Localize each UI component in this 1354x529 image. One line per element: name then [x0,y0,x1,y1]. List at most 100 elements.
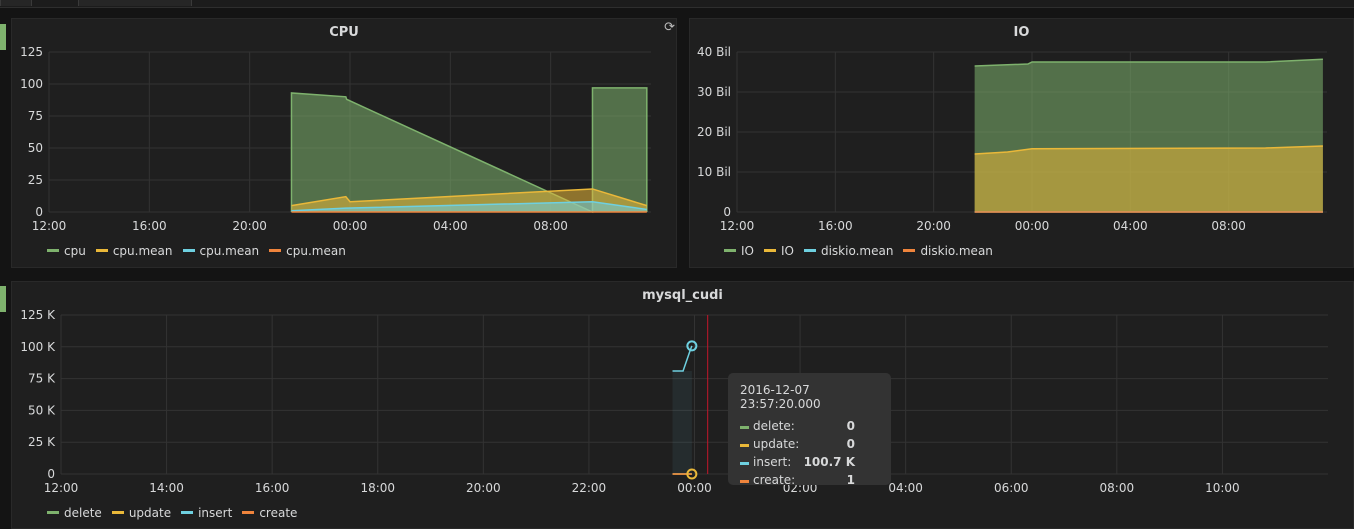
x-tick-label: 20:00 [916,219,951,233]
legend-swatch [763,249,776,252]
series-line [291,201,647,212]
legend-label: IO [741,244,754,258]
legend-item[interactable]: delete [47,506,102,520]
cpu-legend: cpu cpu.mean cpu.mean cpu.mean [47,244,356,258]
tooltip-row: delete: 0 [740,419,879,437]
row-collapse-handle[interactable] [0,286,6,312]
tooltip-row: create: 1 [740,473,879,491]
legend-label: insert [198,506,233,520]
x-tick-label: 16:00 [132,219,167,233]
x-tick-label: 08:00 [1100,481,1135,495]
legend-swatch [95,249,108,252]
y-tick-label: 100 K [20,340,56,354]
tooltip-swatch [740,480,749,483]
legend-item[interactable]: diskio.mean [803,244,893,258]
series-area [291,87,647,212]
x-tick-label: 14:00 [149,481,184,495]
x-tick-label: 16:00 [818,219,853,233]
y-tick-label: 0 [35,205,43,219]
tooltip-swatch [740,444,749,447]
tooltip-label: insert: [753,455,792,469]
x-tick-label: 10:00 [1205,481,1240,495]
legend-item[interactable]: diskio.mean [903,244,993,258]
hover-tooltip: 2016-12-07 23:57:20.000 delete: 0 update: 0… [728,373,891,487]
tooltip-value: 0 [846,419,855,433]
legend-label: cpu.mean [112,244,173,258]
y-tick-label: 75 K [28,372,56,386]
legend-item[interactable]: create [242,506,297,520]
x-tick-label: 22:00 [572,481,607,495]
mysql-chart: 0 25 K 50 K 75 K 100 K 125 K 12:00 14:00 16:00 18… [20,308,1328,495]
legend-label: diskio.mean [920,244,993,258]
y-tick-label: 25 [28,173,43,187]
mysql-legend: delete update insert create [47,506,307,520]
x-tick-label: 12:00 [720,219,755,233]
legend-label: cpu.mean [199,244,260,258]
x-tick-label: 00:00 [677,481,712,495]
legend-item[interactable]: IO [724,244,754,258]
tooltip-label: delete: [753,419,795,433]
panel-title[interactable]: IO [1013,25,1030,40]
y-tick-label: 0 [47,467,55,481]
series-line [974,58,1323,67]
y-tick-label: 125 K [20,308,56,322]
hover-band [672,370,692,474]
legend-item[interactable]: cpu.mean [95,244,173,258]
y-tick-label: 125 [20,45,43,59]
y-tick-label: 20 Bil [697,125,731,139]
x-tick-label: 08:00 [1211,219,1246,233]
y-tick-label: 30 Bil [697,85,731,99]
tooltip-row: update: 0 [740,437,879,455]
y-tick-label: 0 [723,205,731,219]
legend-label: delete [64,506,102,520]
legend-item[interactable]: insert [181,506,232,520]
x-tick-label: 16:00 [255,481,290,495]
x-tick-label: 00:00 [1015,219,1050,233]
top-nav-bar [0,0,1354,8]
legend-swatch [47,511,59,514]
legend-item[interactable]: cpu [47,244,86,258]
x-tick-label: 04:00 [433,219,468,233]
legend-item[interactable]: cpu.mean [269,244,346,258]
row-collapse-handle[interactable] [0,24,6,50]
tooltip-value: 0 [846,437,855,451]
x-tick-label: 18:00 [360,481,395,495]
tooltip-value: 100.7 K [803,455,855,469]
tooltip-time: 2016-12-07 23:57:20.000 [740,383,821,411]
cpu-chart: 0 25 50 75 100 125 12:00 16:00 20:00 00:00 04:00 08… [20,45,651,233]
tooltip-swatch [740,426,749,429]
y-tick-label: 75 [28,109,43,123]
series-line [291,188,648,207]
legend-swatch [903,249,916,252]
hover-point [686,340,698,352]
y-tick-label: 50 [28,141,43,155]
x-tick-label: 12:00 [32,219,67,233]
legend-swatch [111,511,124,514]
legend-item[interactable]: cpu.mean [182,244,260,258]
x-tick-label: 04:00 [888,481,923,495]
legend-item[interactable]: update [111,506,171,520]
loading-spinner-icon: ⟳ [664,20,675,35]
tooltip-swatch [740,462,749,465]
panel-title[interactable]: mysql_cudi [642,288,723,303]
legend-label: cpu.mean [286,244,346,258]
y-tick-label: 25 K [28,435,56,449]
x-tick-label: 08:00 [533,219,568,233]
legend-item[interactable]: IO [763,244,794,258]
panel-title[interactable]: CPU [329,25,359,40]
series-line [974,145,1323,155]
y-tick-label: 50 K [28,403,56,417]
legend-label: IO [780,244,794,258]
mysql-panel: mysql_cudi [11,281,1354,529]
x-tick-label: 20:00 [466,481,501,495]
legend-swatch [242,511,255,514]
y-tick-label: 100 [20,77,43,91]
x-tick-label: 04:00 [1113,219,1148,233]
hover-point [686,468,698,480]
series-area [974,146,1323,212]
x-tick-label: 06:00 [994,481,1029,495]
legend-label: cpu [64,244,86,258]
x-tick-label: 12:00 [44,481,79,495]
nav-tab-stub[interactable] [78,0,192,6]
nav-tab-stub[interactable] [0,0,32,6]
